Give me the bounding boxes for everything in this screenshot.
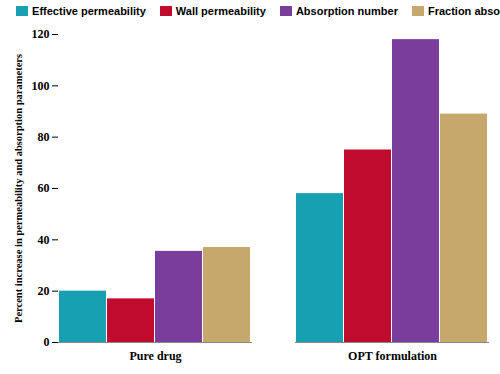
svg-text:Percent increase in permeabili: Percent increase in permeability and abs… — [13, 54, 24, 323]
html-text:Absorption number: Absorption number — [295, 5, 398, 17]
svg-text:40: 40 — [38, 233, 50, 247]
svg-text:0: 0 — [44, 335, 50, 349]
html-text:Effective permeability: Effective permeability — [32, 5, 146, 17]
svg-text:80: 80 — [38, 130, 50, 144]
svg-text:120: 120 — [32, 27, 50, 41]
svg-text:100: 100 — [32, 79, 50, 93]
svg-text:Pure drug: Pure drug — [129, 349, 181, 363]
svg-text:60: 60 — [38, 181, 50, 195]
svg-text:20: 20 — [38, 284, 50, 298]
svg-text:OPT formulation: OPT formulation — [348, 349, 437, 363]
html-text:Wall permeability: Wall permeability — [175, 5, 266, 17]
